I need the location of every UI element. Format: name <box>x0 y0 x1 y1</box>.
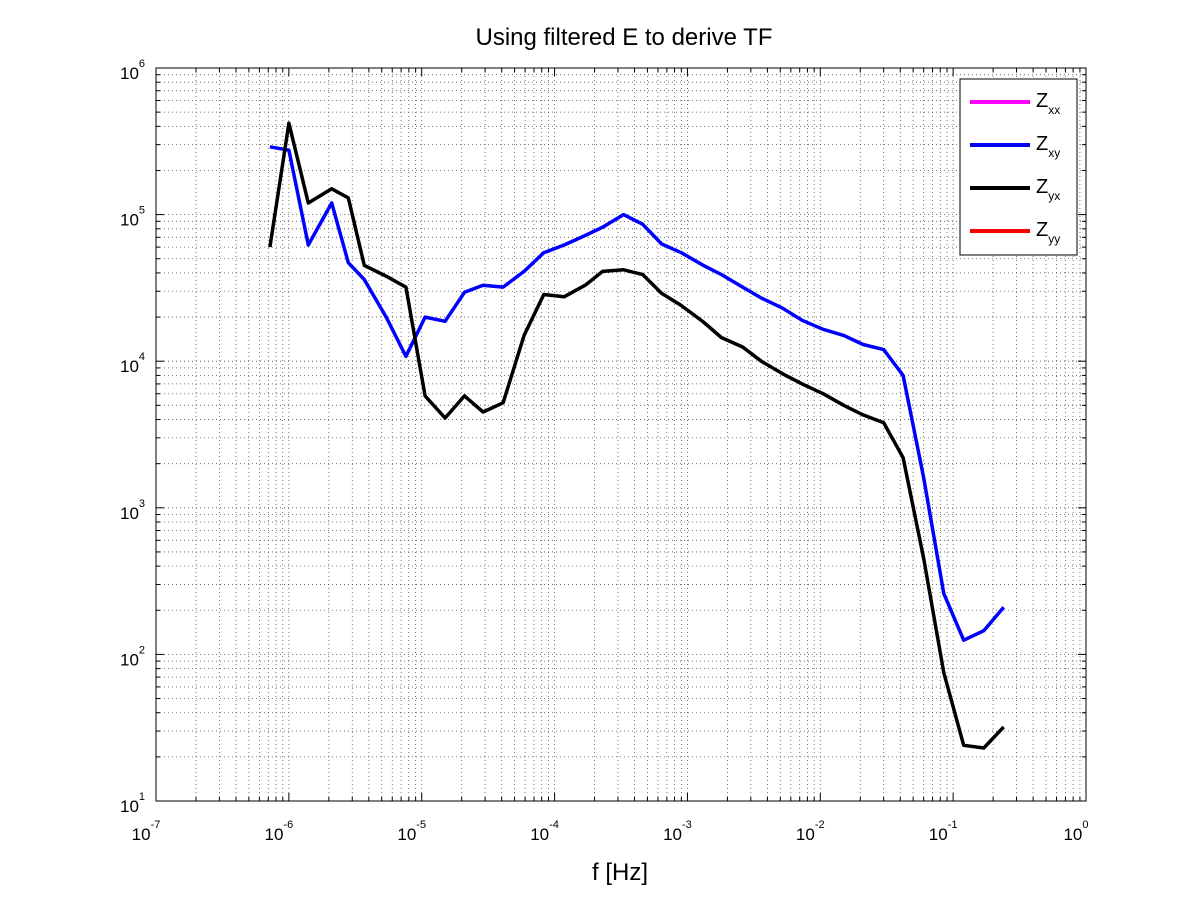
x-tick-label: 10-7 <box>132 819 161 844</box>
plot-area <box>155 67 1087 802</box>
series-line-zxy <box>269 145 1006 642</box>
axis-ticks <box>155 67 1087 802</box>
legend-label: Zyy <box>1036 219 1060 246</box>
x-axis-label: f [Hz] <box>592 859 648 886</box>
y-tick-label: 105 <box>120 205 145 230</box>
y-axis-tick-labels: 101 102 103 104 105 106 <box>120 58 145 816</box>
y-tick-label: 103 <box>120 498 145 523</box>
x-tick-label: 100 <box>1063 819 1088 844</box>
x-tick-label: 10-3 <box>663 819 692 844</box>
grid <box>156 68 1086 801</box>
x-tick-label: 10-2 <box>796 819 825 844</box>
legend-label: Zyx <box>1036 176 1060 203</box>
x-tick-label: 10-6 <box>265 819 294 844</box>
x-tick-label: 10-1 <box>929 819 958 844</box>
legend-box <box>959 78 1078 256</box>
y-tick-label: 106 <box>120 58 145 83</box>
legend: Zxx Zxy Zyx Zyy <box>959 78 1078 256</box>
x-axis-tick-labels: 10-7 10-6 10-5 10-4 10-3 10-2 10-1 100 <box>132 819 1089 844</box>
y-tick-label: 101 <box>120 791 145 816</box>
legend-label: Zxx <box>1036 90 1060 117</box>
series-line-zyx <box>268 121 1005 750</box>
chart-title: Using filtered E to derive TF <box>475 24 772 51</box>
x-tick-label: 10-4 <box>530 819 559 844</box>
y-tick-label: 102 <box>120 644 145 669</box>
y-tick-label: 104 <box>120 351 145 376</box>
legend-label: Zxy <box>1036 133 1060 160</box>
x-tick-label: 10-5 <box>397 819 426 844</box>
series-lines <box>268 121 1006 750</box>
